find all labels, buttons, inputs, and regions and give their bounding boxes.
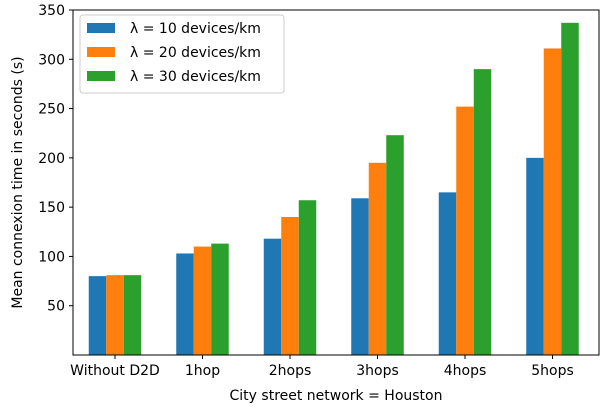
- y-axis-label: Mean connexion time in seconds (s): [10, 56, 26, 308]
- x-axis-ticks: Without D2D 1hop 2hops 3hops 4hops 5hops: [70, 355, 574, 379]
- bars-group: [88, 22, 579, 356]
- x-tick-label-3hops: 3hops: [356, 363, 399, 379]
- bar-4hops-series-3: [473, 69, 492, 355]
- y-tick-label-300: 300: [38, 52, 65, 68]
- legend-label-series-1: λ = 10 devices/km: [130, 21, 261, 37]
- bar-3hops-series-3: [386, 135, 404, 355]
- bar-2hops-series-1: [263, 238, 282, 355]
- bar-2hops-series-2: [281, 217, 299, 355]
- x-tick-label-without-d2d: Without D2D: [70, 363, 160, 379]
- bar-5hops-series-1: [526, 157, 544, 355]
- x-tick-label-1hop: 1hop: [185, 363, 220, 379]
- bar-3hops-series-1: [351, 198, 369, 355]
- bar-without-d2d-series-2: [106, 275, 124, 355]
- bar-4hops-series-1: [438, 192, 457, 355]
- y-tick-label-200: 200: [38, 151, 65, 167]
- y-tick-label-350: 350: [38, 3, 65, 19]
- bar-1hop-series-3: [211, 243, 229, 355]
- legend-swatch-series-3: [87, 71, 115, 81]
- legend-label-series-3: λ = 30 devices/km: [130, 69, 261, 85]
- x-tick-label-5hops: 5hops: [531, 363, 574, 379]
- x-axis-label: City street network = Houston: [230, 388, 443, 404]
- x-tick-label-4hops: 4hops: [444, 363, 487, 379]
- legend-box: [79, 14, 285, 94]
- bar-2hops-series-3: [298, 200, 317, 355]
- legend-swatch-series-2: [87, 47, 115, 57]
- plot-frame: [72, 9, 600, 356]
- legend: λ = 10 devices/km λ = 20 devices/km λ = 30…: [79, 14, 285, 94]
- legend-label-series-2: λ = 20 devices/km: [130, 45, 261, 61]
- bar-5hops-series-3: [561, 22, 579, 356]
- bar-5hops-series-2: [543, 48, 562, 355]
- bar-3hops-series-2: [368, 162, 387, 355]
- bar-without-d2d-series-1: [88, 276, 107, 355]
- bar-1hop-series-2: [193, 246, 212, 355]
- bar-without-d2d-series-3: [123, 275, 142, 355]
- x-tick-label-2hops: 2hops: [269, 363, 312, 379]
- y-axis-ticks: 50 100 150 200 250 300 350: [38, 3, 73, 315]
- bar-1hop-series-1: [176, 253, 194, 355]
- legend-swatch-series-1: [87, 23, 115, 33]
- y-tick-label-250: 250: [38, 102, 65, 118]
- y-tick-label-100: 100: [38, 249, 65, 265]
- bar-4hops-series-2: [456, 106, 474, 355]
- y-tick-label-150: 150: [38, 200, 65, 216]
- y-tick-label-50: 50: [47, 299, 65, 315]
